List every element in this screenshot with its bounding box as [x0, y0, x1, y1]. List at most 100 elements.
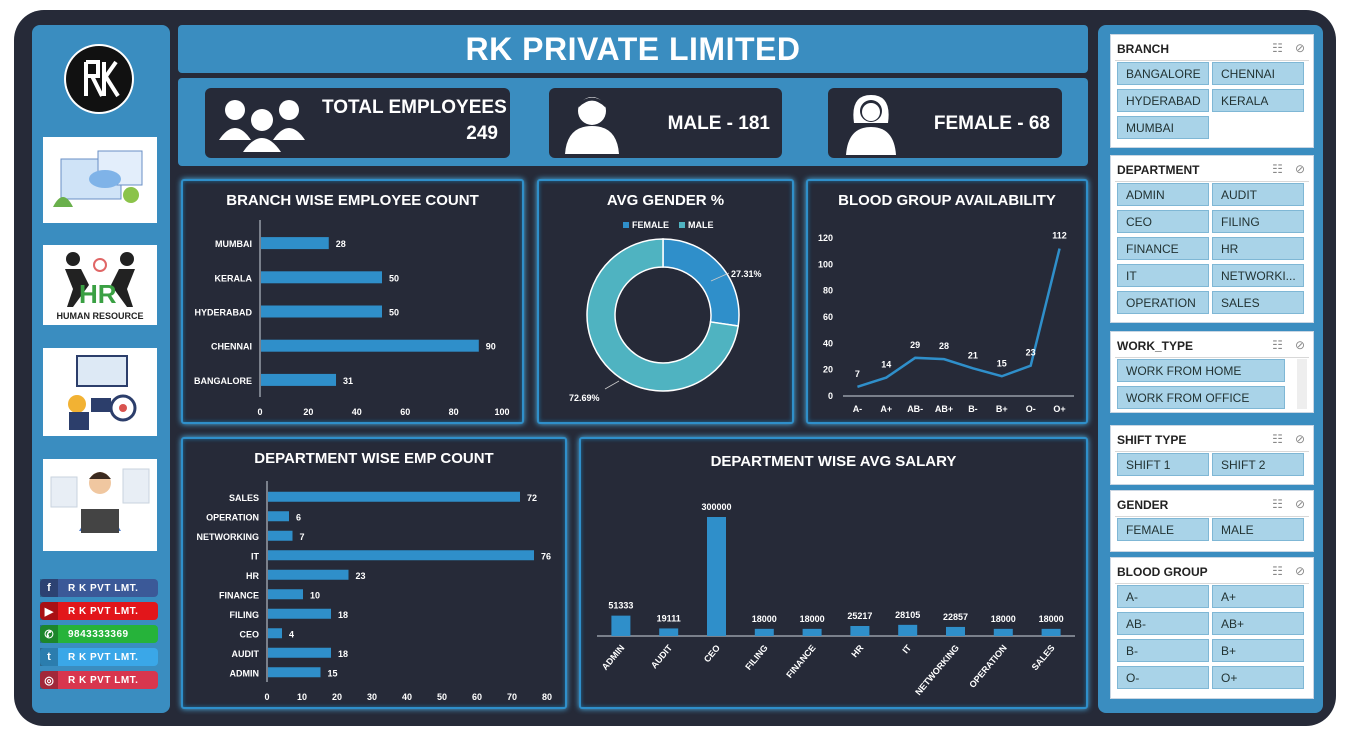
slicer-item[interactable]: SHIFT 1 [1117, 453, 1209, 476]
multi-select-icon[interactable]: ☷ [1272, 564, 1283, 578]
whatsapp-link[interactable]: ✆ 9843333369 [40, 625, 158, 643]
dept-count-chart-panel: DEPARTMENT WISE EMP COUNT SALES 72 OPERATI… [181, 437, 567, 709]
kpi-band: TOTAL EMPLOYEES 249 MALE - 181 FEMALE - … [178, 78, 1088, 166]
slicer-item[interactable]: MUMBAI [1117, 116, 1209, 139]
instagram-link[interactable]: ◎ R K PVT LMT. [40, 671, 158, 689]
dept-salary-chart: 51333 ADMIN 19111 AUDIT 300000 CEO 18000 FILING… [597, 502, 1075, 697]
clear-filter-icon[interactable]: ⊘ [1294, 564, 1305, 578]
blood-x-tick: O+ [1053, 404, 1065, 414]
dept-count-category-label: SALES [229, 493, 259, 503]
slicer-item[interactable]: KERALA [1212, 89, 1304, 112]
salary-category-label: CEO [702, 643, 722, 664]
branch-x-tick: 100 [494, 407, 509, 417]
twitter-icon: t [40, 648, 58, 666]
multi-select-icon[interactable]: ☷ [1272, 497, 1283, 511]
slicer-item[interactable]: CEO [1117, 210, 1209, 233]
dept-count-data-label: 10 [310, 590, 320, 600]
slicer-item[interactable]: A- [1117, 585, 1209, 608]
branch-category-label: BANGALORE [194, 376, 252, 386]
slicer-item[interactable]: ADMIN [1117, 183, 1209, 206]
slicer-item[interactable]: MALE [1212, 518, 1304, 541]
slicer-item[interactable]: FILING [1212, 210, 1304, 233]
multi-select-icon[interactable]: ☷ [1272, 338, 1283, 352]
slicer-item[interactable]: WORK FROM OFFICE [1117, 386, 1285, 409]
blood-x-tick: B- [968, 404, 978, 414]
salary-data-label: 19111 [657, 613, 681, 623]
dept-count-category-label: CEO [239, 629, 259, 639]
slicer-item[interactable]: FINANCE [1117, 237, 1209, 260]
slicer-department: DEPARTMENT ☷ ⊘ ADMIN AUDIT CEO FILING FINANCE HR… [1110, 155, 1314, 323]
svg-text:HR: HR [79, 279, 117, 309]
slicer-item[interactable]: CHENNAI [1212, 62, 1304, 85]
clear-filter-icon[interactable]: ⊘ [1294, 41, 1305, 55]
salary-category-label: OPERATION [967, 643, 1009, 690]
blood-data-label: 23 [1026, 348, 1036, 358]
salary-bar [946, 626, 965, 636]
blood-y-tick: 0 [828, 391, 833, 401]
multi-select-icon[interactable]: ☷ [1272, 432, 1283, 446]
facebook-link[interactable]: f R K PVT LMT. [40, 579, 158, 597]
slicer-item[interactable]: OPERATION [1117, 291, 1209, 314]
branch-x-tick: 0 [257, 407, 262, 417]
salary-data-label: 22857 [943, 612, 968, 622]
slicer-divider [1115, 516, 1309, 517]
branch-chart-panel: BRANCH WISE EMPLOYEE COUNT MUMBAI 28 KERAL… [181, 179, 524, 424]
slicer-tools: ☷ ⊘ [1272, 497, 1305, 511]
clear-filter-icon[interactable]: ⊘ [1294, 432, 1305, 446]
branch-x-tick: 80 [449, 407, 459, 417]
facebook-icon: f [40, 579, 58, 597]
dept-count-x-tick: 40 [402, 692, 412, 702]
slicer-item[interactable]: WORK FROM HOME [1117, 359, 1285, 382]
branch-x-tick: 40 [352, 407, 362, 417]
youtube-link[interactable]: ▶ R K PVT LMT. [40, 602, 158, 620]
salary-bar [611, 615, 631, 636]
kpi-total-employees: TOTAL EMPLOYEES 249 [205, 88, 510, 158]
total-employees-value: 249 [466, 123, 498, 144]
twitter-link[interactable]: t R K PVT LMT. [40, 648, 158, 666]
slicer-item[interactable]: SALES [1212, 291, 1304, 314]
clear-filter-icon[interactable]: ⊘ [1294, 162, 1305, 176]
kpi-male: MALE - 181 [549, 88, 782, 158]
dept-count-data-label: 4 [289, 629, 294, 639]
slicer-item[interactable]: AB- [1117, 612, 1209, 635]
multi-select-icon[interactable]: ☷ [1272, 41, 1283, 55]
slicer-item[interactable]: O- [1117, 666, 1209, 689]
slicer-item[interactable]: HYDERABAD [1117, 89, 1209, 112]
slicer-item[interactable]: AUDIT [1212, 183, 1304, 206]
slicer-item[interactable]: HR [1212, 237, 1304, 260]
branch-bar [261, 271, 382, 284]
slicer-item[interactable]: NETWORKI... [1212, 264, 1304, 287]
slicer-scrollbar[interactable] [1297, 359, 1307, 409]
clear-filter-icon[interactable]: ⊘ [1294, 338, 1305, 352]
salary-data-label: 18000 [1039, 614, 1064, 624]
female-icon [846, 95, 896, 155]
dept-count-bar [268, 628, 282, 639]
salary-category-label: SALES [1030, 643, 1057, 672]
blood-x-tick: O- [1026, 404, 1036, 414]
slicer-item[interactable]: BANGALORE [1117, 62, 1209, 85]
dept-count-data-label: 7 [300, 532, 305, 542]
slicer-divider [1115, 451, 1309, 452]
blood-data-label: 112 [1052, 231, 1067, 241]
salary-data-label: 28105 [895, 610, 920, 620]
dept-count-bar [268, 491, 520, 502]
slicer-tools: ☷ ⊘ [1272, 432, 1305, 446]
slicer-item[interactable]: A+ [1212, 585, 1304, 608]
multi-select-icon[interactable]: ☷ [1272, 162, 1283, 176]
slicer-item[interactable]: AB+ [1212, 612, 1304, 635]
blood-chart-panel: BLOOD GROUP AVAILABILITY 0 20 40 60 80 100 120… [806, 179, 1088, 424]
slicer-item[interactable]: O+ [1212, 666, 1304, 689]
dept-count-data-label: 6 [296, 512, 301, 522]
slicer-item[interactable]: FEMALE [1117, 518, 1209, 541]
dept-count-data-label: 18 [338, 649, 348, 659]
slicer-item[interactable]: IT [1117, 264, 1209, 287]
gender-legend-swatch [679, 222, 685, 228]
slicer-divider [1115, 60, 1309, 61]
clear-filter-icon[interactable]: ⊘ [1294, 497, 1305, 511]
slicer-item[interactable]: SHIFT 2 [1212, 453, 1304, 476]
dept-count-x-tick: 50 [437, 692, 447, 702]
rk-logo [64, 44, 134, 114]
slicer-item[interactable]: B+ [1212, 639, 1304, 662]
slicer-item[interactable]: B- [1117, 639, 1209, 662]
branch-data-label: 50 [389, 273, 399, 283]
